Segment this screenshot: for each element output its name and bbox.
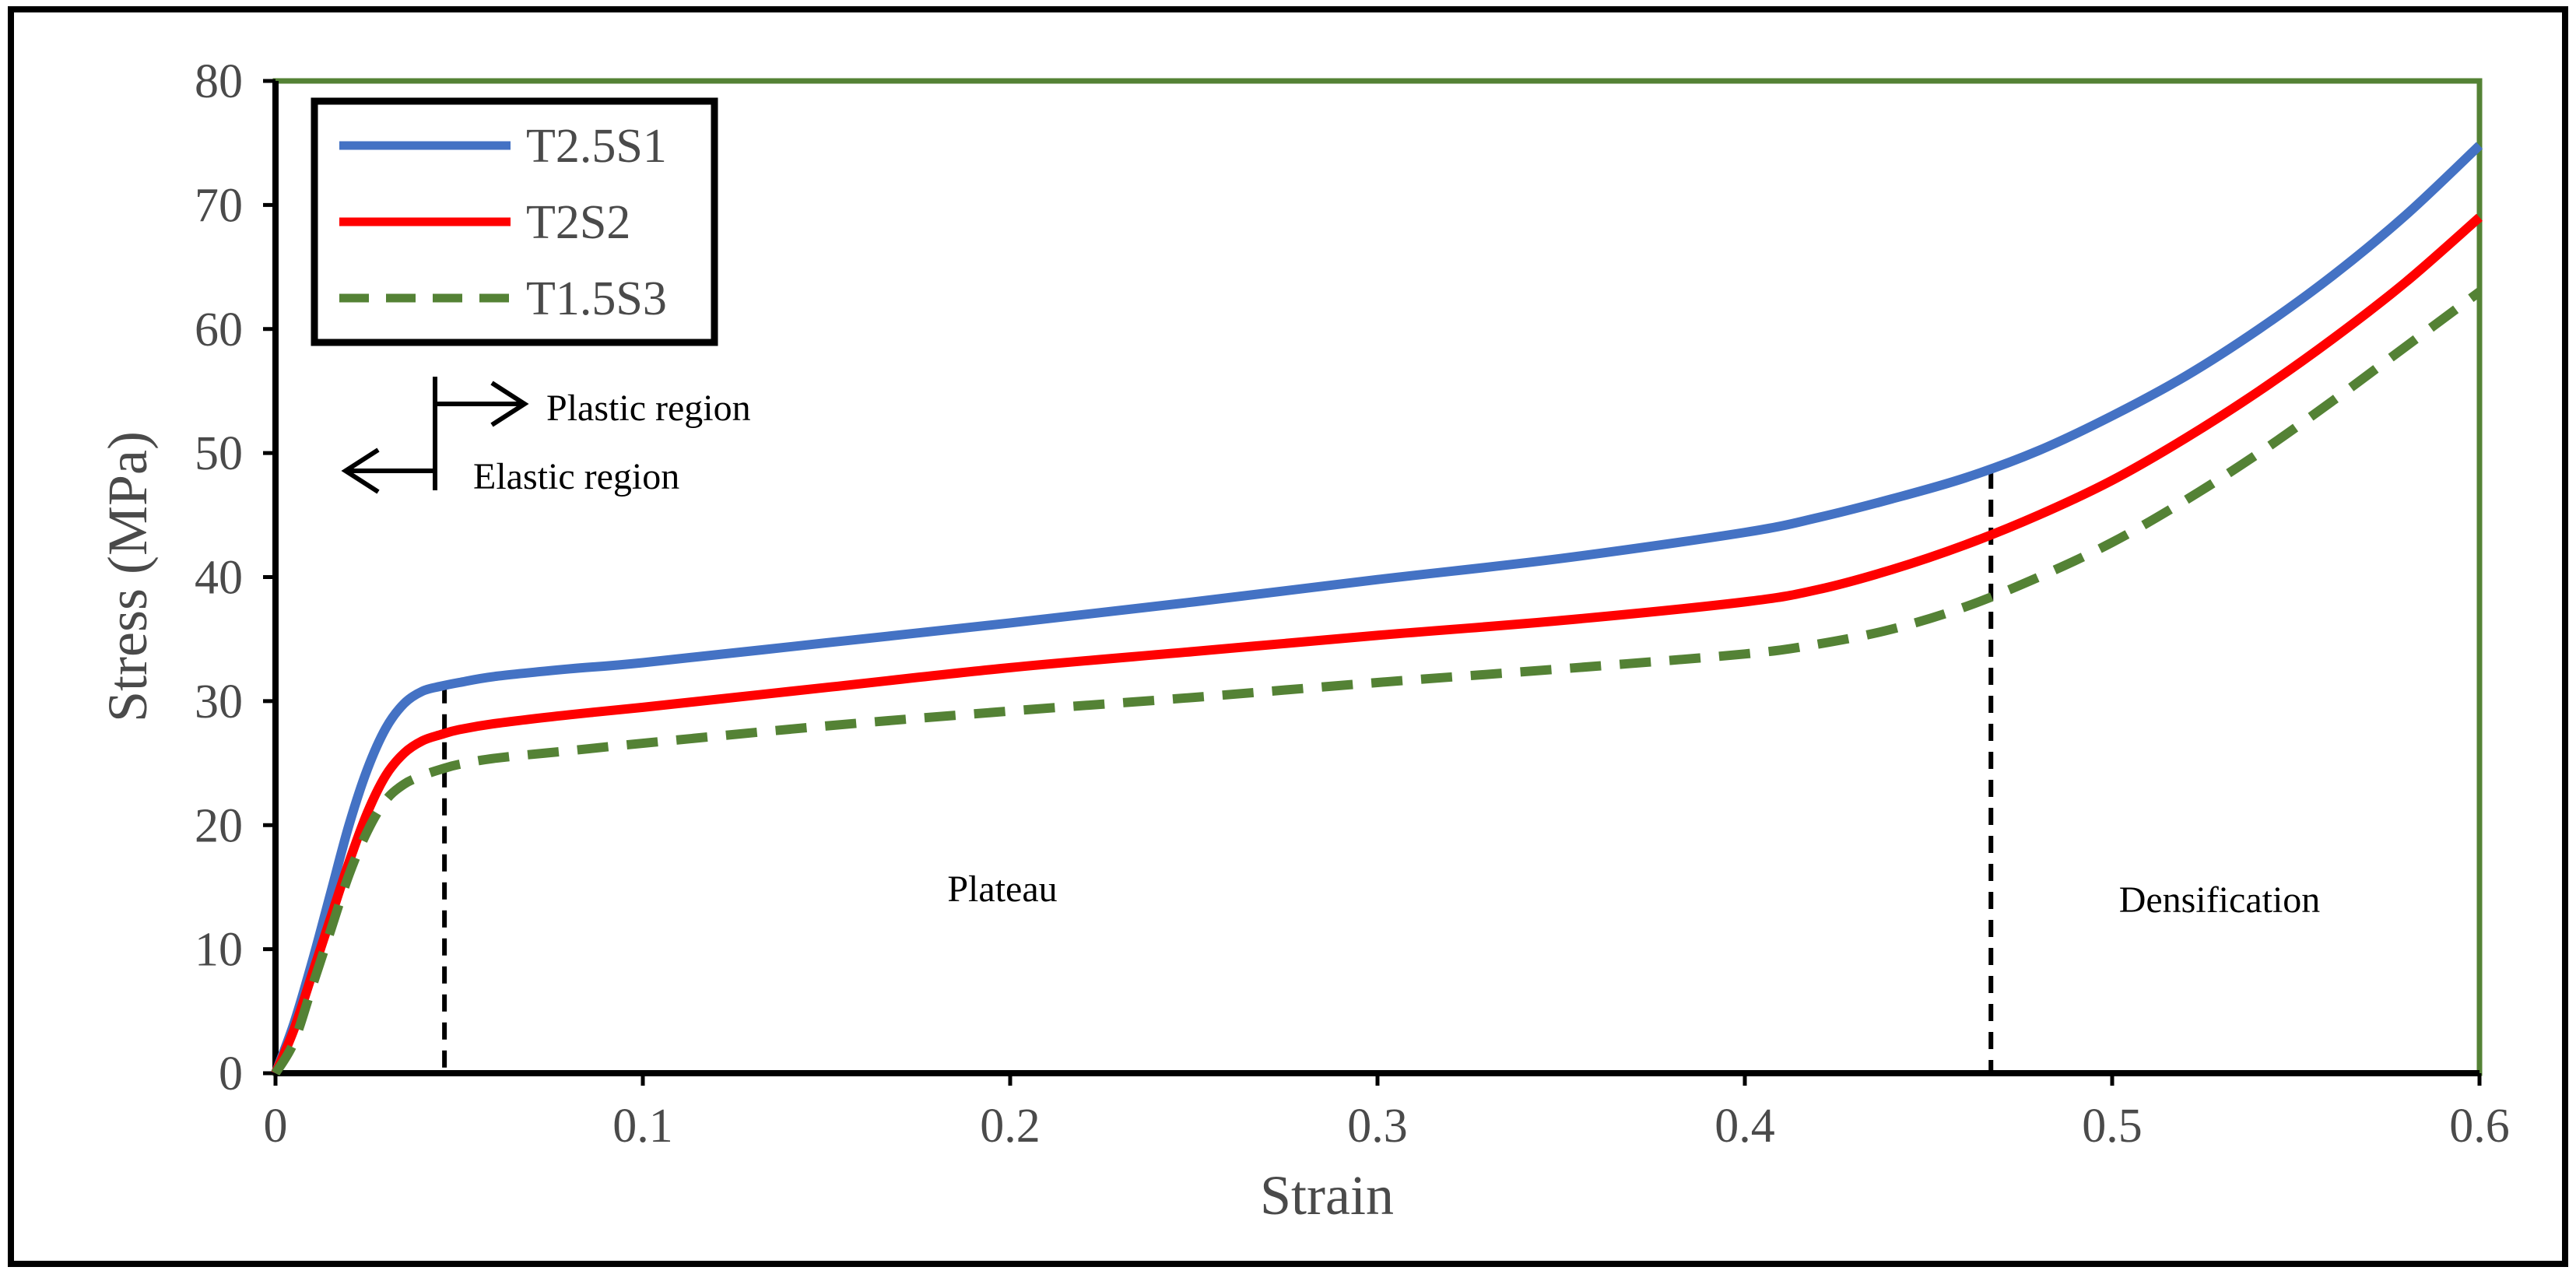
x-axis-ticks: 0 0.1 0.2 0.3 0.4 0.5 0.6	[264, 1073, 2510, 1153]
y-axis-title: Stress (MPa)	[97, 431, 159, 722]
plastic-arrow-head-icon	[490, 381, 529, 427]
plastic-region-annotation: Plastic region	[433, 377, 751, 490]
plastic-region-label: Plastic region	[546, 388, 751, 429]
x-tick-label: 0.4	[1714, 1100, 1775, 1153]
y-tick-label: 40	[195, 552, 243, 605]
series-line-t1-5s3	[271, 288, 2483, 1076]
x-axis-title: Strain	[1260, 1164, 1394, 1227]
y-tick-label: 80	[195, 55, 243, 108]
elastic-region-label: Elastic region	[473, 456, 679, 497]
legend-label-t1-5s3: T1.5S3	[526, 272, 667, 325]
x-tick-label: 0.2	[980, 1100, 1041, 1153]
y-tick-label: 60	[195, 304, 243, 356]
y-tick-label: 70	[195, 179, 243, 232]
series-line-t2-5s1	[271, 142, 2483, 1076]
y-tick-label: 30	[195, 676, 243, 728]
densification-label: Densification	[2119, 879, 2321, 921]
legend: T2.5S1 T2S2 T1.5S3	[311, 97, 718, 346]
region-markers	[442, 472, 1994, 1073]
elastic-region-annotation: Elastic region	[341, 447, 679, 497]
x-tick-label: 0.1	[612, 1100, 673, 1153]
series-line-t2s2	[271, 213, 2483, 1076]
figure-border	[8, 6, 2568, 1267]
y-tick-label: 20	[195, 799, 243, 852]
y-axis-ticks: 0 10 20 30 40 50 60 70 80	[195, 55, 275, 1100]
legend-label-t2-5s1: T2.5S1	[526, 120, 667, 173]
x-tick-label: 0.5	[2082, 1100, 2143, 1153]
x-tick-label: 0	[264, 1100, 288, 1153]
y-tick-label: 50	[195, 427, 243, 480]
x-tick-label: 0.6	[2449, 1100, 2510, 1153]
data-series	[271, 142, 2483, 1076]
x-tick-label: 0.3	[1347, 1100, 1408, 1153]
legend-label-t2s2: T2S2	[526, 196, 630, 249]
y-tick-label: 0	[219, 1048, 243, 1100]
plateau-label: Plateau	[947, 869, 1057, 910]
y-tick-label: 10	[195, 924, 243, 977]
elastic-arrow-head-icon	[341, 447, 380, 494]
